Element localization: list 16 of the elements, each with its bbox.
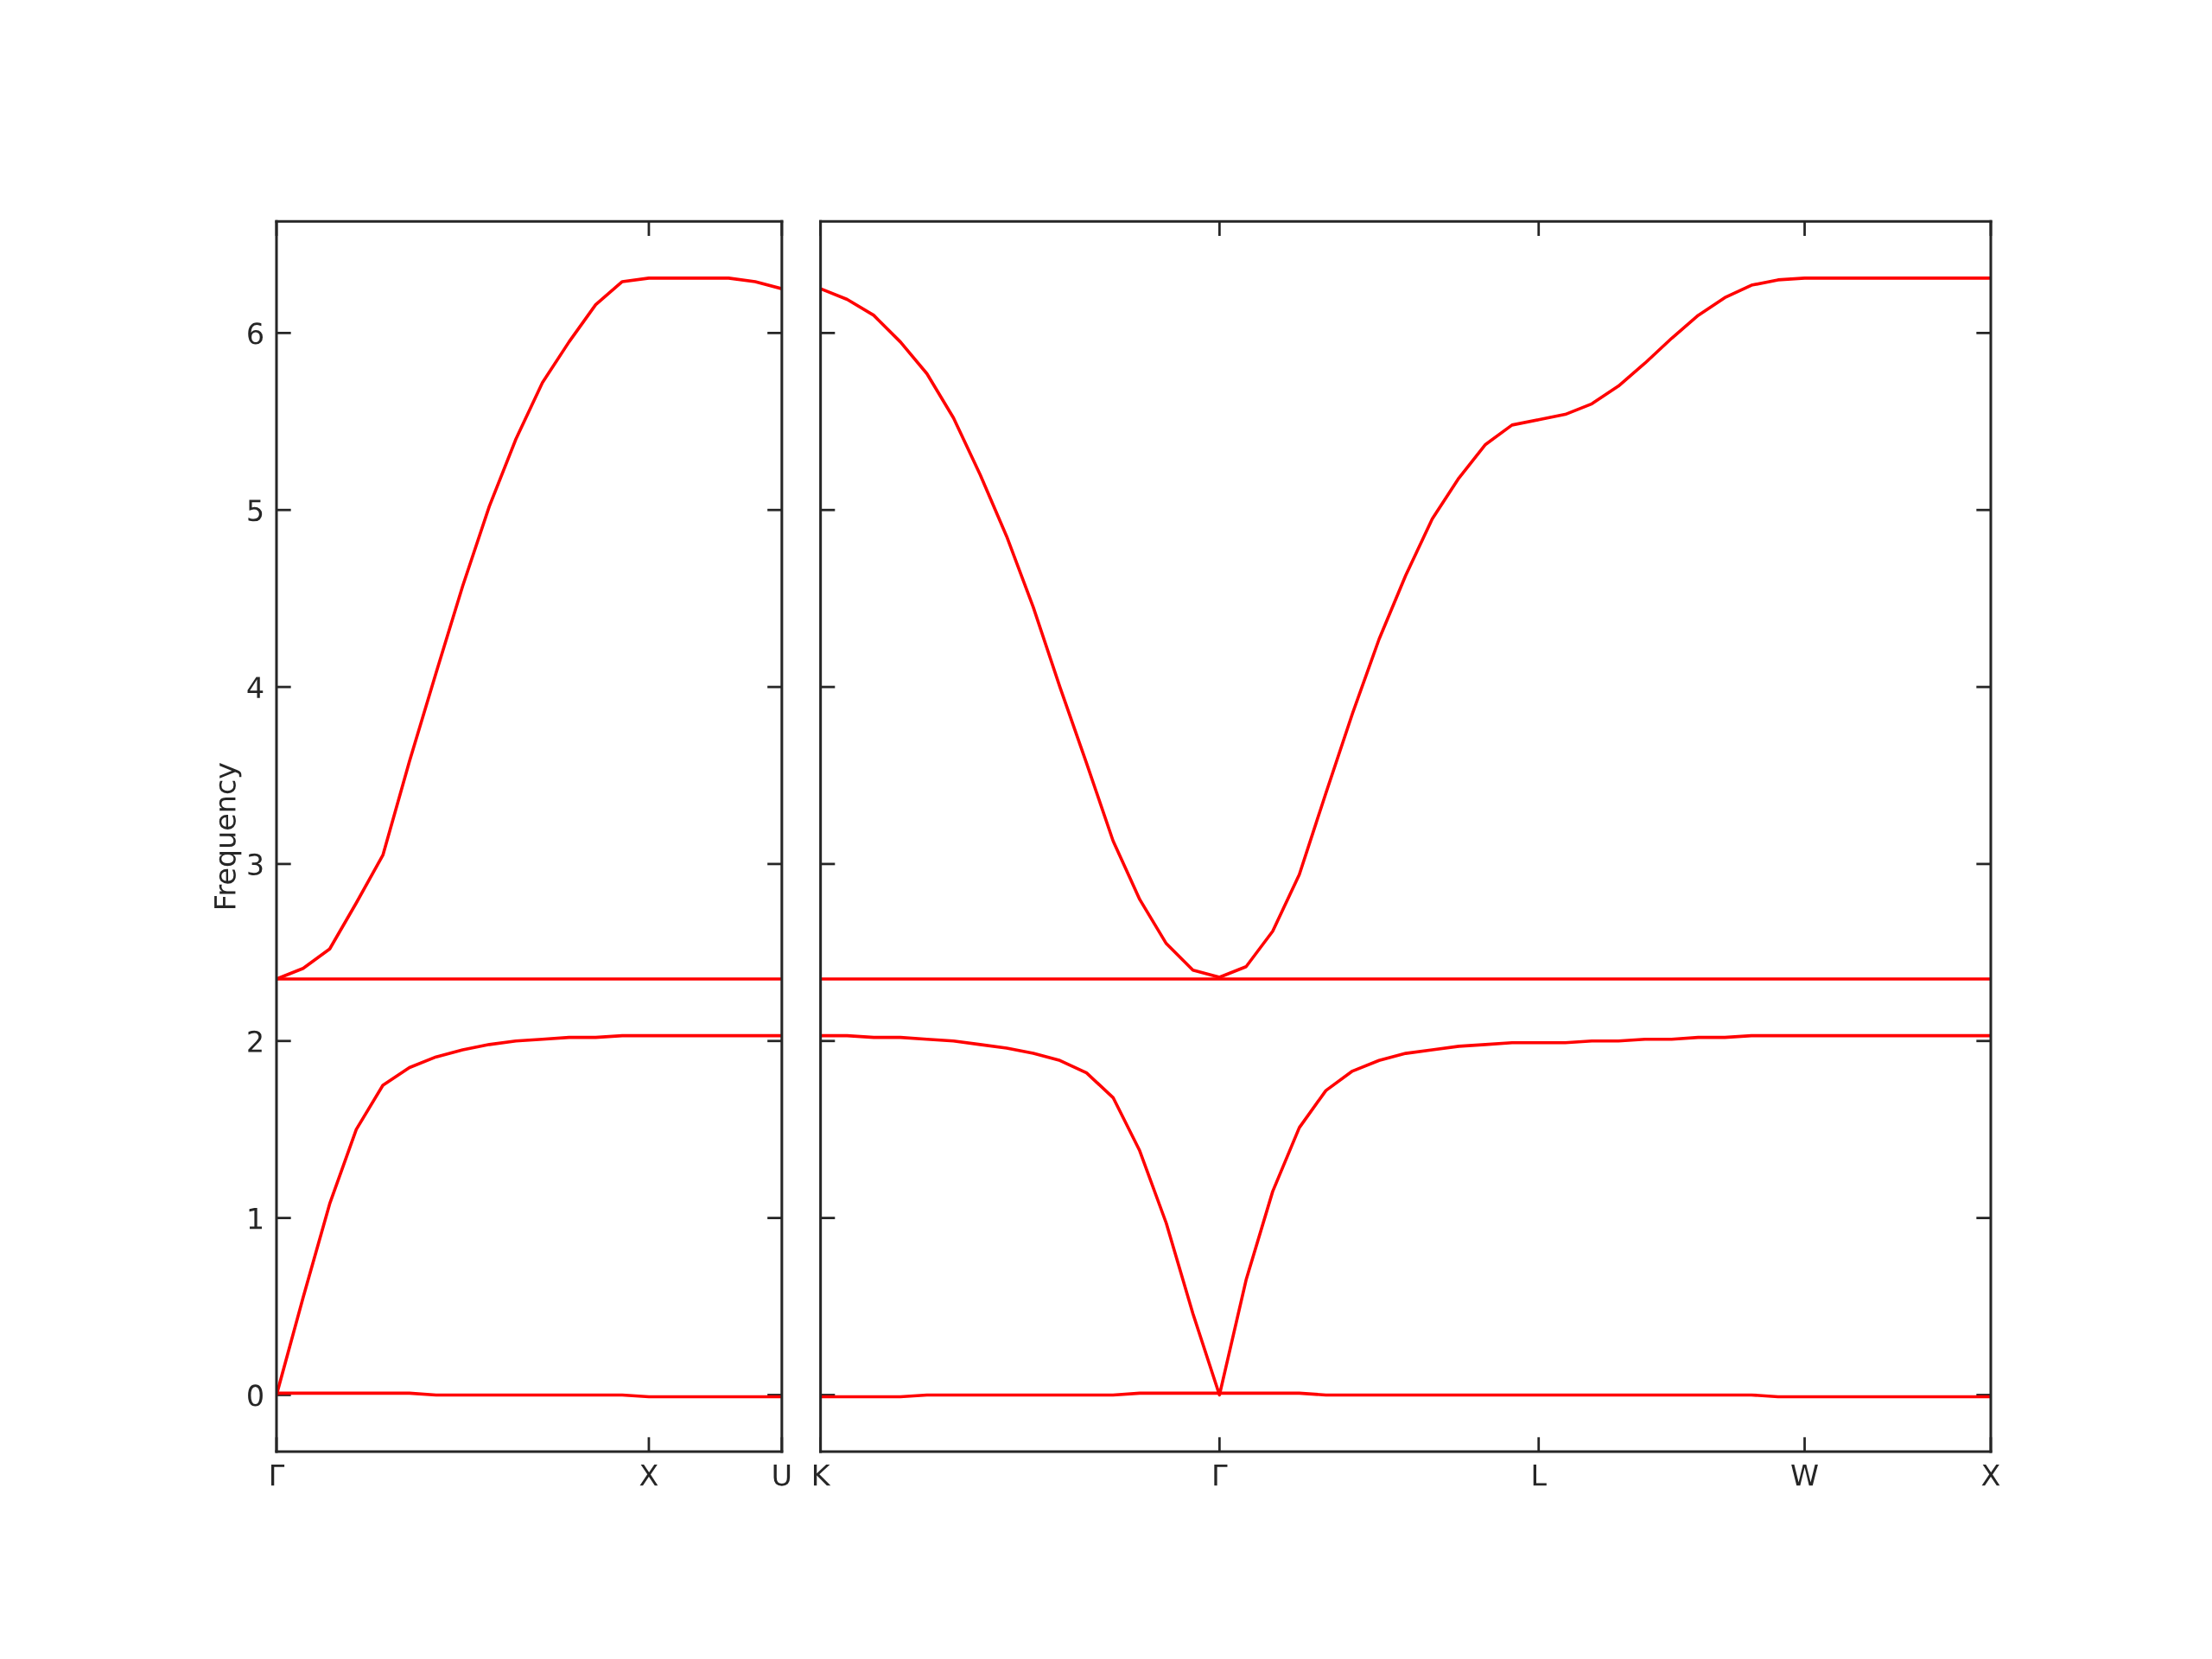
y-tick-label: 4 — [247, 677, 264, 698]
x-tick-label: Γ — [270, 1464, 285, 1486]
y-tick-label: 2 — [248, 1030, 262, 1052]
y-tick-label: 3 — [248, 853, 263, 876]
y-tick-label: 5 — [248, 499, 263, 522]
y-axis-title: Frequency — [214, 763, 242, 908]
y-tick-label: 6 — [248, 322, 264, 345]
x-tick-label: L — [1533, 1464, 1547, 1486]
x-tick-label: X — [639, 1464, 658, 1486]
x-tick-label: X — [1981, 1464, 2000, 1486]
x-tick-label: K — [813, 1464, 831, 1486]
x-tick-label: W — [1791, 1464, 1818, 1486]
x-tick-label: U — [773, 1464, 791, 1486]
x-tick-label: Γ — [1214, 1464, 1228, 1486]
y-tick-label: 0 — [248, 1384, 263, 1407]
y-tick-label: 1 — [249, 1207, 263, 1230]
